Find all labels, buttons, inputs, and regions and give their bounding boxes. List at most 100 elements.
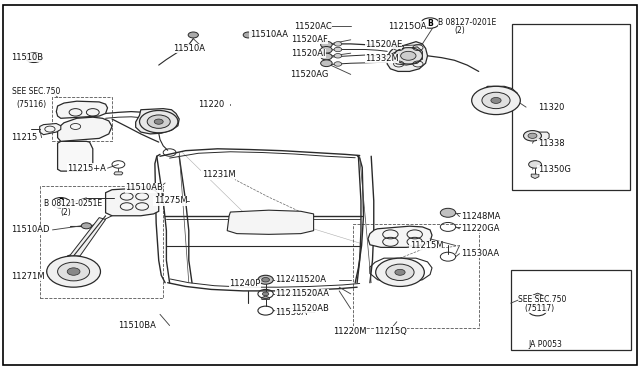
Circle shape [491,97,501,103]
Circle shape [26,53,42,62]
Polygon shape [114,172,123,175]
Circle shape [472,86,520,115]
Circle shape [147,115,170,128]
Circle shape [376,258,424,286]
Text: 11520AA: 11520AA [291,289,329,298]
Text: 11338: 11338 [538,139,564,148]
Text: (2): (2) [454,26,465,35]
Text: 11215: 11215 [12,133,38,142]
Text: 11248M: 11248M [275,275,309,284]
Text: 11220M: 11220M [333,327,366,336]
Text: 11215M: 11215M [410,241,443,250]
Text: B 08121-0251E: B 08121-0251E [44,199,102,208]
Polygon shape [40,124,61,135]
Text: 11510BA: 11510BA [118,321,156,330]
Circle shape [528,133,537,138]
Polygon shape [392,47,422,65]
Circle shape [258,275,273,284]
Polygon shape [106,188,159,216]
Text: 11332M: 11332M [365,54,399,63]
Text: (75116): (75116) [16,100,46,109]
Text: B 08127-0201E: B 08127-0201E [438,18,497,27]
Polygon shape [368,226,432,247]
Circle shape [394,48,422,64]
Text: 11215Q: 11215Q [374,327,407,336]
Text: 11520AC: 11520AC [294,22,332,31]
Circle shape [47,256,100,287]
Text: 11220: 11220 [198,100,225,109]
Text: B: B [428,19,433,28]
Polygon shape [531,174,539,179]
Circle shape [421,18,439,28]
Polygon shape [136,109,179,134]
Text: 11530AA: 11530AA [461,249,499,258]
Text: 11510AD: 11510AD [12,225,50,234]
Bar [40,186,163,298]
Text: 11520AI: 11520AI [291,49,326,58]
Text: 11510AB: 11510AB [125,183,163,192]
Polygon shape [387,42,428,71]
Circle shape [524,131,541,141]
Text: (75117): (75117) [525,304,555,313]
Circle shape [482,92,510,109]
Circle shape [243,32,253,38]
Text: 11240P: 11240P [229,279,260,288]
Text: SEE SEC.750: SEE SEC.750 [12,87,60,96]
Text: 11231M: 11231M [202,170,236,179]
Circle shape [321,60,332,67]
Circle shape [529,161,541,168]
Circle shape [188,32,198,38]
Polygon shape [533,293,542,298]
Circle shape [321,46,332,53]
Text: 11530A: 11530A [275,308,307,317]
Text: 11215OA: 11215OA [388,22,427,31]
Polygon shape [227,210,314,234]
Text: 11510B: 11510B [12,53,44,62]
Circle shape [154,119,163,124]
Circle shape [386,264,414,280]
Text: (2): (2) [61,208,72,217]
Circle shape [81,223,92,229]
Polygon shape [535,132,549,141]
Bar [52,97,112,141]
Text: 11510A: 11510A [173,44,205,53]
Circle shape [58,262,90,281]
Circle shape [401,51,416,60]
Bar [512,24,630,190]
Circle shape [140,110,178,133]
Polygon shape [67,218,106,256]
Circle shape [321,53,332,60]
Text: 11520A: 11520A [294,275,326,284]
Text: 11248MA: 11248MA [461,212,500,221]
Text: 11215+A: 11215+A [67,164,106,173]
Text: 11520AG: 11520AG [290,70,328,79]
Text: 11271M: 11271M [12,272,45,280]
Polygon shape [262,296,269,299]
Bar [353,224,479,328]
Polygon shape [479,86,517,110]
Circle shape [321,41,332,48]
Polygon shape [58,117,112,141]
Text: B: B [58,198,63,207]
Circle shape [334,47,342,52]
Text: 11275M: 11275M [154,196,188,205]
Text: SEE SEC.750: SEE SEC.750 [518,295,567,304]
Polygon shape [58,141,93,171]
Circle shape [67,268,80,275]
Text: 11220GA: 11220GA [461,224,499,233]
Bar [511,270,631,350]
Text: 11520AB: 11520AB [291,304,329,313]
Text: 11320: 11320 [538,103,564,112]
Text: 11350G: 11350G [538,165,570,174]
Polygon shape [56,101,108,118]
Text: 11220M: 11220M [333,327,366,336]
Circle shape [334,42,342,46]
Circle shape [395,269,405,275]
Circle shape [262,292,269,296]
Circle shape [52,198,70,208]
Circle shape [334,54,342,58]
Text: 11520AF: 11520AF [291,35,328,44]
Circle shape [440,208,456,217]
Text: 11510AA: 11510AA [250,31,287,39]
Text: JA P0053: JA P0053 [528,340,562,349]
